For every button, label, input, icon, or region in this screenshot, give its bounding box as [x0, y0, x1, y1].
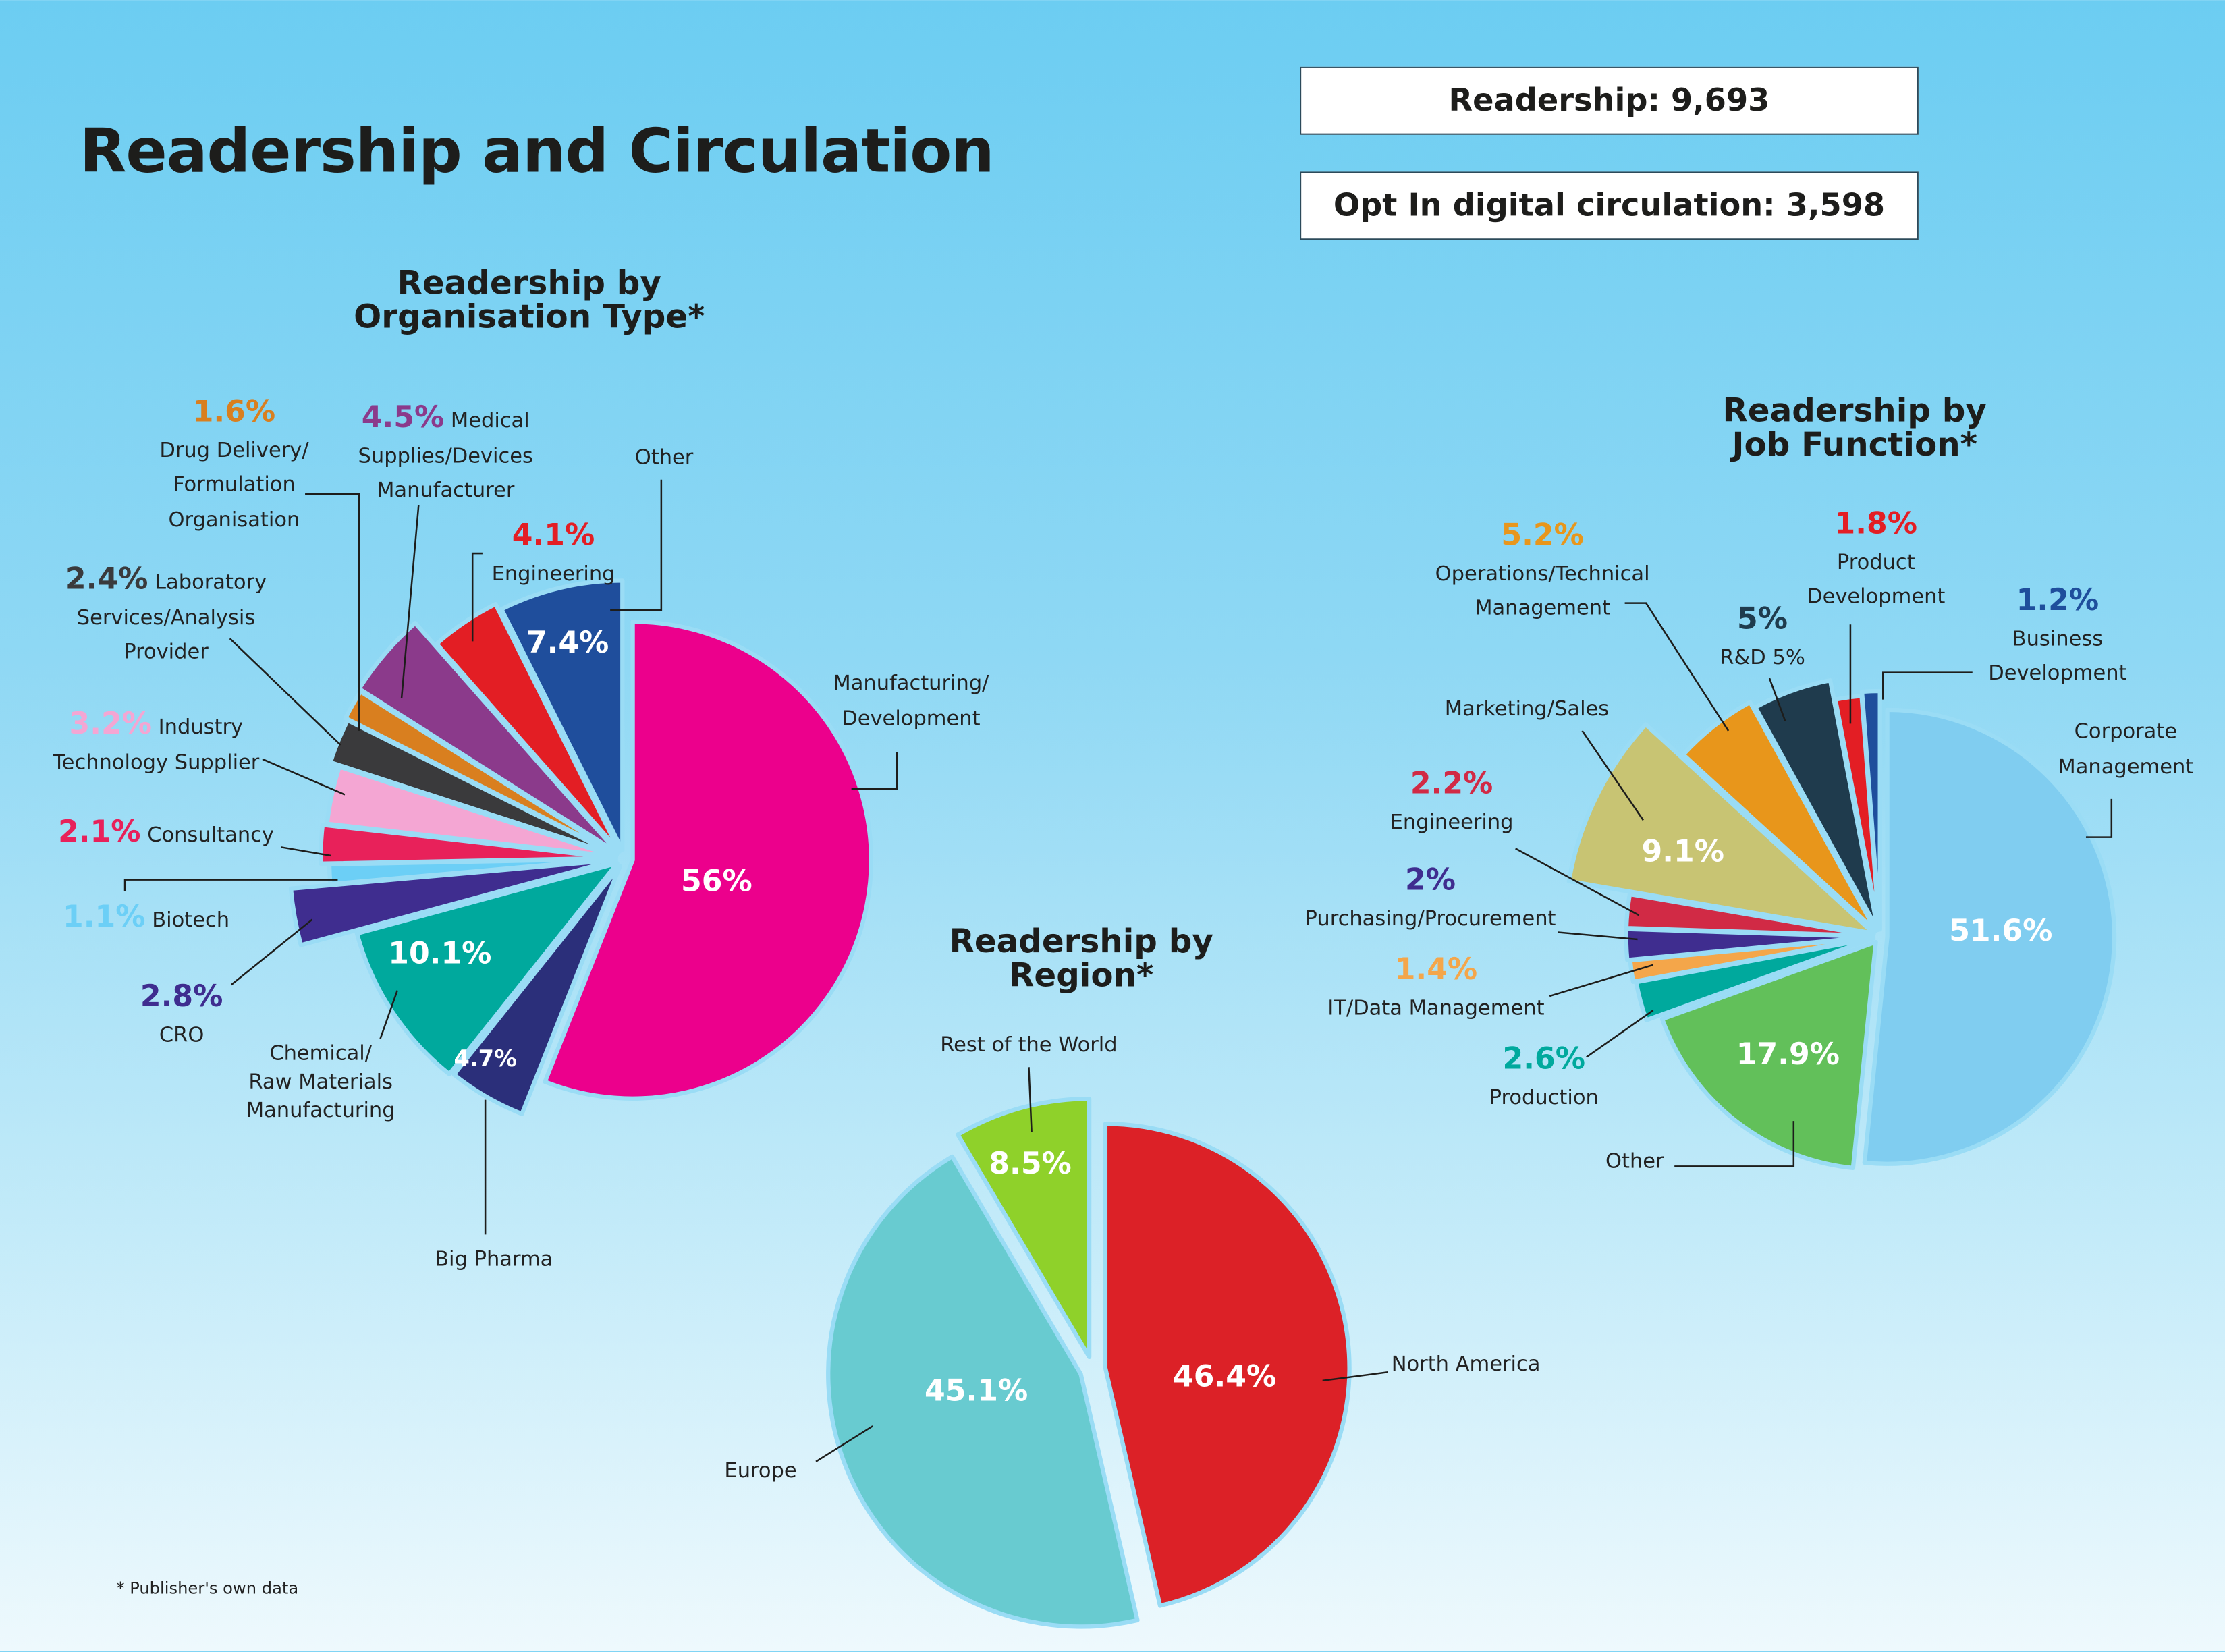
- label-it-data: 1.4% IT/Data Management: [1327, 952, 1544, 1026]
- pie-job-function: [1566, 678, 2117, 1170]
- job-function-title: Readership by Job Function*: [1722, 393, 1987, 464]
- pct-industry-tech: 3.2%: [69, 707, 152, 741]
- pie-slice-cro: [288, 858, 618, 947]
- value-big-pharma: 4.7%: [454, 1045, 517, 1072]
- label-other-job: Other: [1605, 1151, 1664, 1174]
- pct-operations: 5.2%: [1501, 518, 1584, 552]
- pie-slice-consultancy: [319, 823, 618, 866]
- label-marketing: Marketing/Sales: [1444, 698, 1610, 721]
- pie-slice-engineering: [434, 602, 622, 854]
- name-product-dev: Product Development: [1807, 551, 1946, 609]
- label-engineering: 4.1% Engineering: [492, 518, 615, 591]
- name-drug-delivery: Drug Delivery/ Formulation Organisation: [159, 439, 309, 532]
- pie-slice-north-america: [1103, 1122, 1352, 1608]
- pct-rnd: 5%: [1737, 601, 1788, 636]
- label-laboratory: 2.4% Laboratory Services/Analysis Provid…: [65, 562, 267, 671]
- pct-engineering-job: 2.2%: [1410, 766, 1493, 800]
- pct-it-data: 1.4%: [1394, 952, 1478, 987]
- label-north-america: North America: [1391, 1353, 1541, 1377]
- label-engineering-job: 2.2% Engineering: [1390, 766, 1514, 839]
- pct-laboratory: 2.4%: [65, 561, 148, 597]
- readership-box: Readership: 9,693: [1300, 66, 1919, 135]
- label-medical: 4.5% Medical Supplies/Devices Manufactur…: [358, 400, 533, 509]
- name-production: Production: [1489, 1086, 1599, 1109]
- value-corporate: 51.6%: [1949, 914, 2053, 948]
- label-europe: Europe: [724, 1460, 797, 1483]
- name-industry-tech: Industry Technology Supplier: [53, 716, 260, 775]
- name-business-dev: Business Development: [1988, 628, 2127, 686]
- pie-slice-europe: [826, 1154, 1140, 1629]
- pie-slice-marketing-sales: [1566, 722, 1876, 936]
- label-purchasing: 2% Purchasing/Procurement: [1305, 862, 1556, 936]
- pct-engineering: 4.1%: [512, 518, 595, 552]
- pie-slice-r-d-5: [1753, 678, 1880, 933]
- label-biotech: 1.1% Biotech: [63, 900, 229, 939]
- label-other-org: Other: [634, 447, 694, 470]
- pie-slice-corporate: [1862, 707, 2117, 1166]
- label-corporate: Corporate Management: [2058, 721, 2194, 779]
- name-purchasing: Purchasing/Procurement: [1304, 907, 1556, 931]
- pie-slice-manufacturing: [543, 620, 873, 1101]
- pct-purchasing: 2%: [1405, 862, 1456, 897]
- label-cro: 2.8% CRO: [140, 979, 223, 1053]
- label-big-pharma: Big Pharma: [435, 1248, 553, 1272]
- name-rnd: R&D 5%: [1720, 646, 1805, 669]
- label-rnd: 5% R&D 5%: [1720, 602, 1805, 676]
- value-other-job: 17.9%: [1736, 1037, 1840, 1072]
- label-operations: 5.2% Operations/Technical Management: [1435, 518, 1650, 626]
- pie-slice-chemical: [354, 860, 620, 1076]
- page-title: Readership and Circulation: [79, 116, 995, 188]
- value-manufacturing: 56%: [681, 864, 752, 899]
- value-marketing: 9.1%: [1641, 834, 1725, 869]
- pct-product-dev: 1.8%: [1834, 506, 1918, 541]
- name-cro: CRO: [159, 1024, 204, 1047]
- pie-slice-business: [1859, 688, 1882, 932]
- pct-biotech: 1.1%: [63, 900, 146, 934]
- label-manufacturing: Manufacturing/ Development: [833, 672, 989, 730]
- name-operations: Operations/Technical Management: [1435, 562, 1650, 620]
- pie-slice-operations-technical: [1681, 700, 1878, 933]
- label-rest-of-world: Rest of the World: [940, 1034, 1118, 1057]
- pie-organisation-type: [288, 578, 873, 1116]
- label-chemical: Chemical/ Raw Materials Manufacturing: [246, 1043, 395, 1123]
- leader-lines: [123, 479, 2113, 1462]
- pie-slice-rest-of-the-world: [956, 1097, 1092, 1360]
- circulation-box: Opt In digital circulation: 3,598: [1300, 171, 1919, 240]
- value-rest-of-world: 8.5%: [989, 1146, 1072, 1181]
- pie-slice-other: [499, 578, 625, 853]
- name-biotech: Biotech: [152, 909, 230, 933]
- pct-drug-delivery: 1.6%: [192, 394, 276, 429]
- name-it-data: IT/Data Management: [1327, 997, 1545, 1020]
- name-engineering: Engineering: [491, 562, 615, 586]
- label-product-dev: 1.8% Product Development: [1807, 507, 1945, 615]
- pie-slice-engineering: [1624, 891, 1875, 938]
- footnote: * Publisher's own data: [116, 1578, 299, 1598]
- name-engineering-job: Engineering: [1390, 810, 1514, 834]
- value-chemical: 10.1%: [388, 936, 492, 971]
- value-north-america: 46.4%: [1173, 1359, 1277, 1394]
- value-europe: 45.1%: [925, 1373, 1028, 1408]
- name-consultancy: Consultancy: [147, 824, 274, 848]
- label-business-dev: 1.2% Business Development: [1988, 583, 2126, 692]
- value-other-org: 7.4%: [526, 626, 609, 660]
- label-production: 2.6% Production: [1489, 1041, 1599, 1115]
- pct-medical: 4.5%: [361, 400, 445, 435]
- pie-slice-big-pharma: [451, 863, 623, 1116]
- pct-cro: 2.8%: [140, 979, 223, 1014]
- pct-production: 2.6%: [1502, 1041, 1585, 1076]
- org-type-title: Readership by Organisation Type*: [354, 265, 705, 337]
- label-industry-tech: 3.2% Industry Technology Supplier: [53, 707, 259, 780]
- pie-slice-other: [1659, 939, 1878, 1170]
- pie-region: [826, 1097, 1352, 1629]
- name-laboratory: Laboratory Services/Analysis Provider: [76, 572, 267, 665]
- label-consultancy: 2.1% Consultancy: [58, 815, 274, 854]
- pct-consultancy: 2.1%: [58, 814, 141, 849]
- pct-business-dev: 1.2%: [2016, 583, 2099, 617]
- region-title: Readership by Region*: [949, 923, 1213, 995]
- name-medical: Medical Supplies/Devices Manufacturer: [358, 410, 533, 503]
- label-drug-delivery: 1.6% Drug Delivery/ Formulation Organisat…: [159, 395, 308, 538]
